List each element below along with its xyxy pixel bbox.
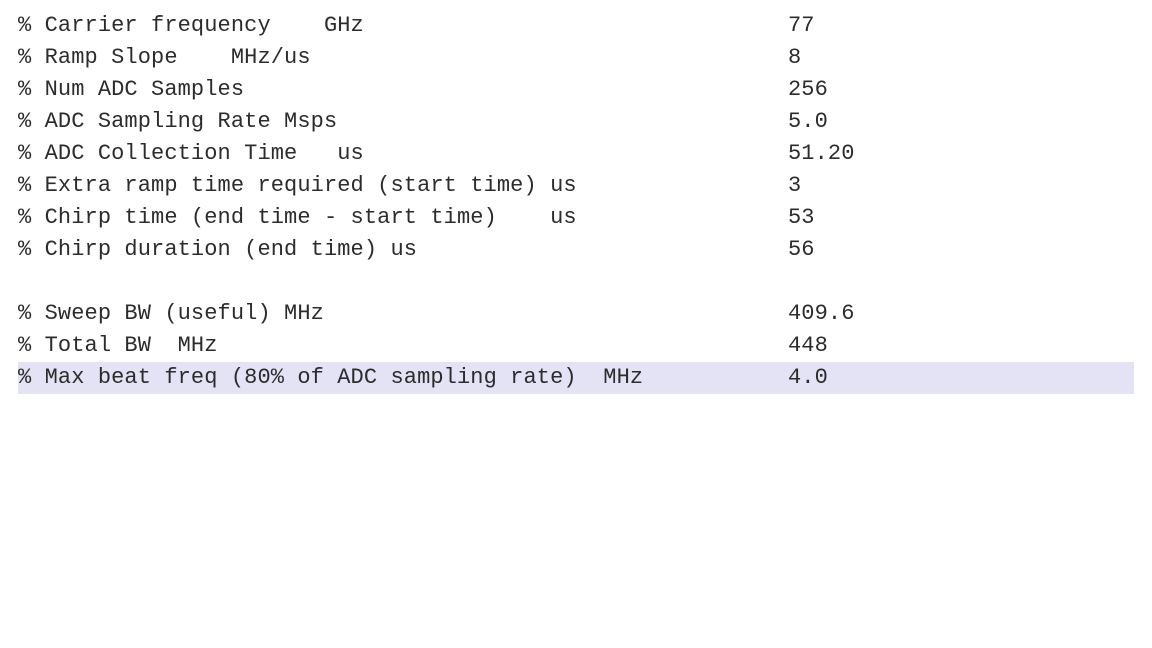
code-line: % Max beat freq (80% of ADC sampling rat… bbox=[18, 362, 1134, 394]
comment-value: 3 bbox=[788, 170, 801, 202]
code-line: % Extra ramp time required (start time) … bbox=[18, 170, 1134, 202]
comment-value: 409.6 bbox=[788, 298, 855, 330]
comment-value: 51.20 bbox=[788, 138, 855, 170]
comment-value: 56 bbox=[788, 234, 815, 266]
comment-value: 8 bbox=[788, 42, 801, 74]
code-line: % Ramp Slope MHz/us8 bbox=[18, 42, 1134, 74]
comment-label: % Max beat freq (80% of ADC sampling rat… bbox=[18, 362, 788, 394]
comment-label: % Sweep BW (useful) MHz bbox=[18, 298, 788, 330]
code-line: % Carrier frequency GHz77 bbox=[18, 10, 1134, 42]
comment-label: % Extra ramp time required (start time) … bbox=[18, 170, 788, 202]
comment-label: % ADC Sampling Rate Msps bbox=[18, 106, 788, 138]
comment-value: 4.0 bbox=[788, 362, 828, 394]
comment-label: % ADC Collection Time us bbox=[18, 138, 788, 170]
comment-label: % Num ADC Samples bbox=[18, 74, 788, 106]
comment-label: % Chirp duration (end time) us bbox=[18, 234, 788, 266]
comment-label: % Ramp Slope MHz/us bbox=[18, 42, 788, 74]
comment-label: % Total BW MHz bbox=[18, 330, 788, 362]
comment-value: 256 bbox=[788, 74, 828, 106]
comment-value: 448 bbox=[788, 330, 828, 362]
code-line: % Sweep BW (useful) MHz409.6 bbox=[18, 298, 1134, 330]
comment-value: 77 bbox=[788, 10, 815, 42]
comment-label: % Carrier frequency GHz bbox=[18, 10, 788, 42]
code-comment-table: % Carrier frequency GHz77% Ramp Slope MH… bbox=[18, 10, 1134, 394]
code-line: % ADC Collection Time us51.20 bbox=[18, 138, 1134, 170]
comment-label: % Chirp time (end time - start time) us bbox=[18, 202, 788, 234]
comment-value: 53 bbox=[788, 202, 815, 234]
code-line: % Chirp time (end time - start time) us5… bbox=[18, 202, 1134, 234]
code-line: % Num ADC Samples256 bbox=[18, 74, 1134, 106]
code-line: % ADC Sampling Rate Msps5.0 bbox=[18, 106, 1134, 138]
comment-value: 5.0 bbox=[788, 106, 828, 138]
blank-line bbox=[18, 266, 1134, 298]
code-line: % Chirp duration (end time) us56 bbox=[18, 234, 1134, 266]
code-line: % Total BW MHz448 bbox=[18, 330, 1134, 362]
